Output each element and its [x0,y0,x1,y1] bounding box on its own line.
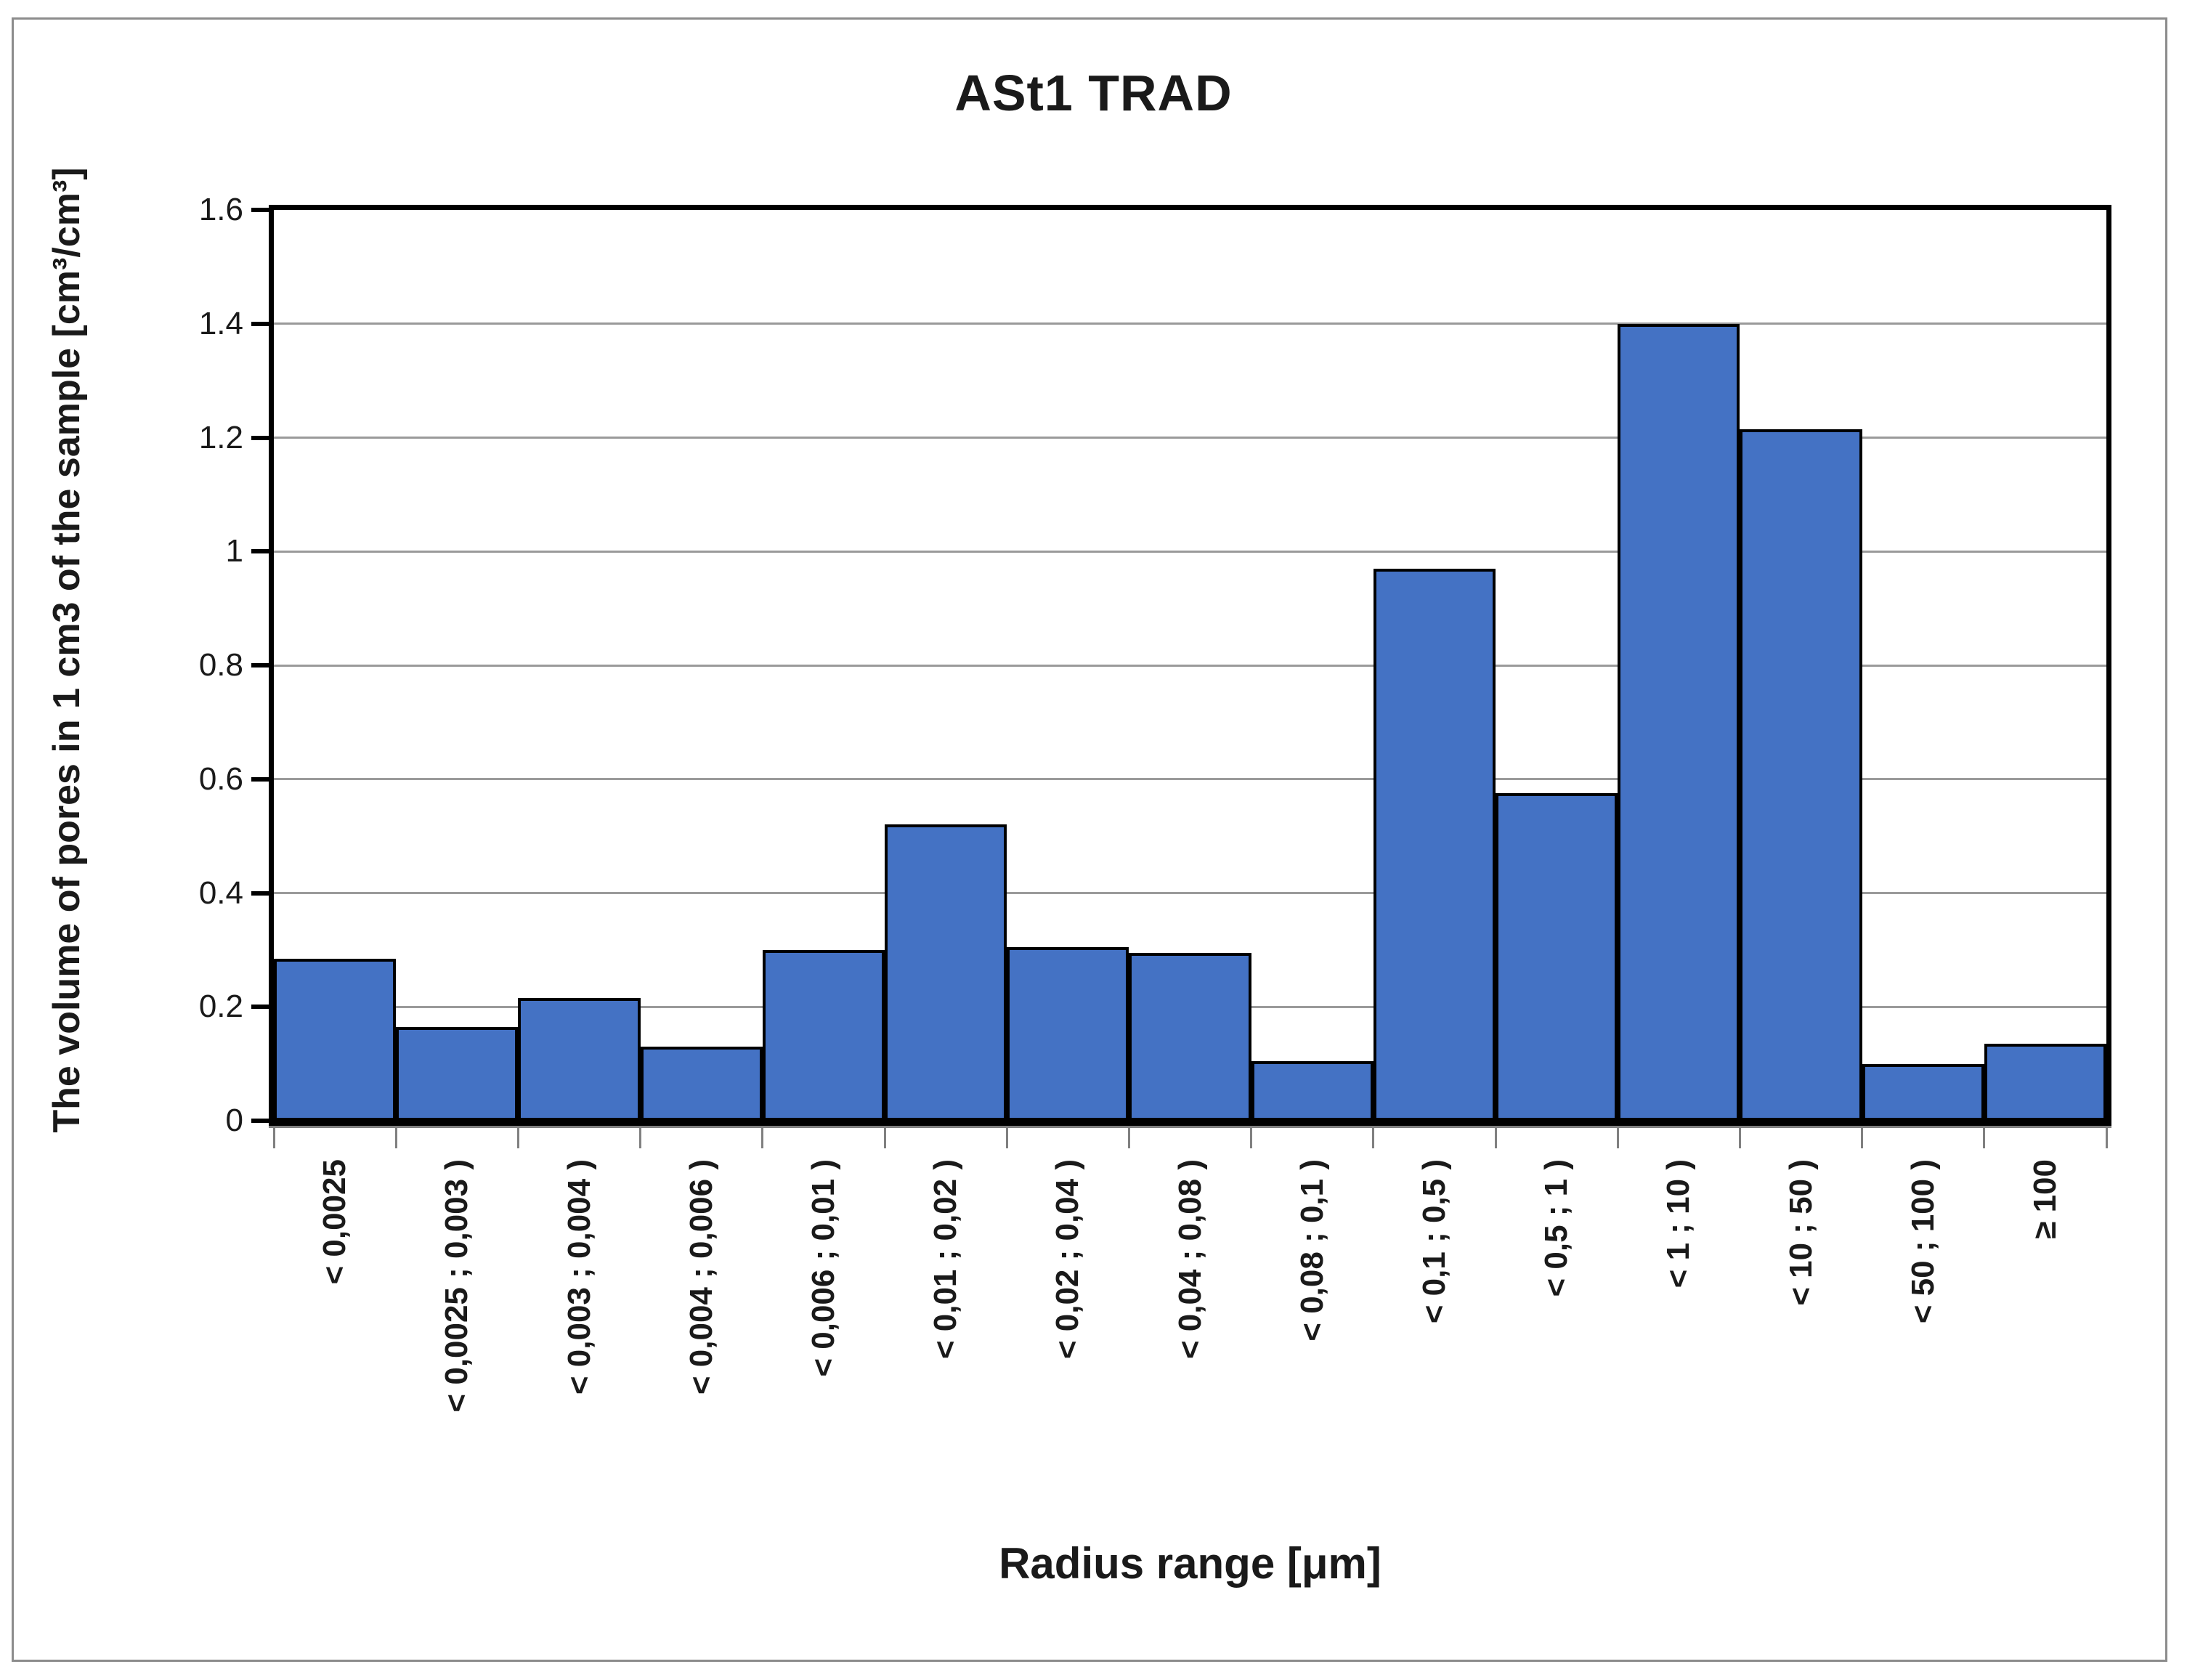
x-category-label-1: < 0,0025 [317,1159,353,1285]
gridline-y-1.2 [274,437,2106,439]
y-tick-label-1.6: 1.6 [198,192,243,227]
x-tick-8 [1250,1128,1253,1148]
bar-11 [1496,793,1618,1121]
x-tick-2 [516,1128,519,1148]
gridline-y-0.8 [274,664,2106,667]
y-tick-0.6 [251,776,270,782]
bar-4 [640,1047,763,1121]
gridline-y-1 [274,550,2106,553]
y-tick-label-1.4: 1.4 [198,305,243,341]
x-tick-12 [1738,1128,1741,1148]
y-tick-label-0.2: 0.2 [198,989,243,1025]
y-tick-label-0: 0 [225,1103,243,1138]
x-category-label-15: ≥ 100 [2026,1159,2063,1239]
x-category-label-12: < 1 ; 10 ) [1660,1159,1697,1289]
x-tick-9 [1372,1128,1375,1148]
x-tick-11 [1616,1128,1619,1148]
bar-14 [1862,1064,1984,1121]
y-tick-1 [251,549,270,554]
bar-1 [274,959,397,1121]
bar-15 [1984,1044,2106,1121]
y-tick-0 [251,1119,270,1123]
y-tick-label-1: 1 [225,533,243,569]
x-category-label-2: < 0,0025 ; 0,003 ) [439,1159,475,1413]
bar-10 [1373,569,1496,1121]
x-category-label-7: < 0,02 ; 0,04 ) [1050,1159,1086,1360]
x-category-label-8: < 0,04 ; 0,08 ) [1172,1159,1208,1360]
y-tick-0.2 [251,1005,270,1010]
x-category-label-6: < 0,01 ; 0,02 ) [928,1159,964,1360]
y-tick-label-0.8: 0.8 [198,647,243,683]
x-category-label-10: < 0,1 ; 0,5 ) [1416,1159,1452,1324]
x-tick-5 [883,1128,886,1148]
bar-7 [1007,947,1129,1121]
x-category-label-11: < 0,5 ; 1 ) [1538,1159,1575,1297]
y-tick-label-0.4: 0.4 [198,875,243,911]
gridline-y-1.4 [274,322,2106,325]
bar-6 [885,824,1007,1121]
x-tick-13 [1861,1128,1864,1148]
x-category-label-3: < 0,003 ; 0,004 ) [561,1159,597,1395]
x-category-label-13: < 10 ; 50 ) [1782,1159,1819,1306]
gridline-y-0.4 [274,892,2106,894]
bar-13 [1740,429,1862,1121]
x-tick-14 [1983,1128,1986,1148]
chart-title: ASt1 TRAD [954,65,1233,121]
x-tick-7 [1127,1128,1130,1148]
category-axis-line [269,1126,2111,1128]
x-category-label-5: < 0,006 ; 0,01 ) [805,1159,841,1377]
y-tick-1.4 [251,321,270,326]
y-tick-label-0.6: 0.6 [198,760,243,797]
y-tick-1.2 [251,435,270,440]
bar-5 [762,950,885,1121]
x-tick-15 [2105,1128,2108,1148]
x-tick-0 [272,1128,275,1148]
bar-8 [1129,953,1251,1121]
bar-2 [396,1027,519,1121]
y-tick-label-1.2: 1.2 [198,419,243,455]
bar-3 [518,998,641,1121]
bar-12 [1618,324,1740,1121]
x-tick-1 [394,1128,397,1148]
y-axis-title: The volume of pores in 1 cm3 of the samp… [46,167,88,1133]
y-tick-1.6 [251,208,270,212]
x-category-label-9: < 0,08 ; 0,1 ) [1294,1159,1330,1342]
y-tick-0.8 [251,663,270,667]
gridline-y-0.6 [274,778,2106,781]
x-tick-4 [761,1128,764,1148]
chart-outer-frame [12,17,2167,1662]
x-axis-title: Radius range [μm] [999,1539,1381,1588]
x-category-label-4: < 0,004 ; 0,006 ) [683,1159,719,1395]
y-tick-0.4 [251,890,270,896]
x-tick-3 [639,1128,642,1148]
plot-inner [274,210,2106,1121]
x-tick-10 [1494,1128,1497,1148]
bar-9 [1251,1061,1374,1121]
x-category-label-14: < 50 ; 100 ) [1904,1159,1941,1324]
x-tick-6 [1005,1128,1008,1148]
